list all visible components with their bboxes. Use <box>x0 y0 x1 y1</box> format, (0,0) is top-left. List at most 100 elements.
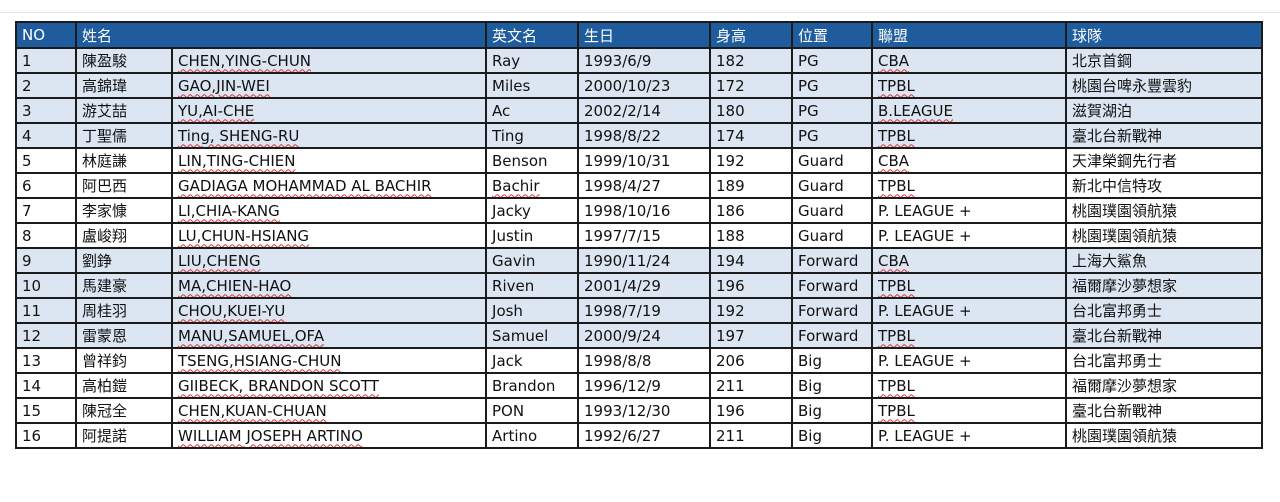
cell-full-name-text: WILLIAM JOSEPH ARTINO <box>178 426 363 445</box>
cell-chinese-name: 馬建豪 <box>75 272 173 299</box>
cell-no-text: 10 <box>22 276 42 295</box>
cell-position-text: Big <box>798 351 822 370</box>
cell-birthday-text: 2000/9/24 <box>584 326 661 345</box>
cell-position-text: Guard <box>798 201 844 220</box>
cell-birthday: 1996/12/9 <box>577 372 712 399</box>
cell-birthday: 2000/9/24 <box>577 322 712 349</box>
cell-league-text: P. LEAGUE + <box>878 351 972 370</box>
cell-full-name-text: GAO,JIN-WEI <box>178 76 270 95</box>
cell-height-text: 186 <box>716 201 745 220</box>
cell-team-text: 桃園璞園領航猿 <box>1072 427 1178 445</box>
cell-chinese-name-text: 雷蒙恩 <box>82 327 128 345</box>
cell-chinese-name-text: 周桂羽 <box>82 302 128 320</box>
cell-team: 福爾摩沙夢想家 <box>1065 272 1264 299</box>
cell-team: 桃園璞園領航猿 <box>1065 197 1264 224</box>
cell-no: 4 <box>15 122 77 149</box>
cell-height: 196 <box>709 397 794 424</box>
table-row: 1 陳盈駿 CHEN,YING-CHUN Ray 1993/6/9 182 PG CBA 北京首… <box>15 47 1264 74</box>
cell-team-text: 北京首鋼 <box>1072 52 1133 70</box>
cell-english-name-text: Josh <box>492 301 523 320</box>
cell-height-text: 196 <box>716 401 745 420</box>
cell-full-name-text: TSENG,HSIANG-CHUN <box>178 351 342 370</box>
cell-height: 197 <box>709 322 794 349</box>
cell-full-name: Ting, SHENG-RU <box>170 122 488 149</box>
cell-birthday-text: 1998/10/16 <box>584 201 671 220</box>
cell-no-text: 4 <box>22 126 32 145</box>
cell-height-text: 180 <box>716 101 745 120</box>
cell-full-name-text: LIU,CHENG <box>178 251 261 270</box>
cell-height: 186 <box>709 197 794 224</box>
table-row: 16 阿提諾 WILLIAM JOSEPH ARTINO Artino 1992/6/2… <box>15 422 1264 449</box>
cell-height: 194 <box>709 247 794 274</box>
cell-no-text: 5 <box>22 151 32 170</box>
cell-full-name-text: YU,AI-CHE <box>178 101 255 120</box>
cell-chinese-name-text: 李家慷 <box>82 202 128 220</box>
cell-team: 桃園台啤永豐雲豹 <box>1065 72 1264 99</box>
cell-full-name: WILLIAM JOSEPH ARTINO <box>170 422 488 449</box>
cell-league: P. LEAGUE + <box>871 297 1068 324</box>
cell-full-name-text: LI,CHIA-KANG <box>178 201 280 220</box>
cell-chinese-name: 陳冠全 <box>75 397 173 424</box>
cell-full-name: CHEN,KUAN-CHUAN <box>170 397 488 424</box>
table-row: 10 馬建豪 MA,CHIEN-HAO Riven 2001/4/29 196 Forwar… <box>15 272 1264 299</box>
cell-english-name: Ray <box>485 47 580 74</box>
cell-no-text: 14 <box>22 376 42 395</box>
cell-birthday-text: 1993/6/9 <box>584 51 652 70</box>
cell-chinese-name: 周桂羽 <box>75 297 173 324</box>
cell-position-text: Forward <box>798 301 859 320</box>
cell-english-name: Jack <box>485 347 580 374</box>
cell-english-name: Bachir <box>485 172 580 199</box>
cell-team-text: 福爾摩沙夢想家 <box>1072 277 1178 295</box>
cell-birthday: 1990/11/24 <box>577 247 712 274</box>
roster-table: NO 姓名 英文名 生日 身高 位置 聯盟 球隊 1 陳盈駿 CHEN,YING-C… <box>15 21 1264 449</box>
cell-birthday: 1993/6/9 <box>577 47 712 74</box>
cell-team: 北京首鋼 <box>1065 47 1264 74</box>
cell-full-name-text: CHEN,YING-CHUN <box>178 51 312 70</box>
cell-height: 192 <box>709 147 794 174</box>
cell-english-name-text: Ac <box>492 101 511 120</box>
table-row: 6 阿巴西 GADIAGA MOHAMMAD AL BACHIR Bachir 1998… <box>15 172 1264 199</box>
cell-full-name-text: CHOU,KUEI-YU <box>178 301 286 320</box>
table-row: 7 李家慷 LI,CHIA-KANG Jacky 1998/10/16 186 Guard P… <box>15 197 1264 224</box>
table-row: 4 丁聖儒 Ting, SHENG-RU Ting 1998/8/22 174 PG TPBL… <box>15 122 1264 149</box>
cell-chinese-name: 林庭謙 <box>75 147 173 174</box>
table-row: 8 盧峻翔 LU,CHUN-HSIANG Justin 1997/7/15 188 Guar… <box>15 222 1264 249</box>
table-row: 11 周桂羽 CHOU,KUEI-YU Josh 1998/7/19 192 Forward… <box>15 297 1264 324</box>
cell-no: 10 <box>15 272 77 299</box>
cell-position: Guard <box>791 147 874 174</box>
cell-english-name: Ting <box>485 122 580 149</box>
header-no: NO <box>15 21 77 49</box>
cell-english-name: Gavin <box>485 247 580 274</box>
cell-chinese-name-text: 陳盈駿 <box>82 52 128 70</box>
cell-full-name-text: MANU,SAMUEL,OFA <box>178 326 325 345</box>
cell-league-text: TPBL <box>878 76 915 95</box>
cell-english-name: Josh <box>485 297 580 324</box>
cell-english-name-text: Riven <box>492 276 535 295</box>
cell-team: 臺北台新戰神 <box>1065 122 1264 149</box>
cell-english-name-text: Benson <box>492 151 548 170</box>
cell-height-text: 206 <box>716 351 745 370</box>
cell-team-text: 新北中信特攻 <box>1072 177 1163 195</box>
cell-height: 188 <box>709 222 794 249</box>
cell-full-name: YU,AI-CHE <box>170 97 488 124</box>
cell-full-name: LU,CHUN-HSIANG <box>170 222 488 249</box>
cell-no-text: 7 <box>22 201 32 220</box>
header-height: 身高 <box>709 21 794 49</box>
cell-chinese-name: 游艾喆 <box>75 97 173 124</box>
cell-no: 7 <box>15 197 77 224</box>
cell-no: 9 <box>15 247 77 274</box>
cell-league: TPBL <box>871 397 1068 424</box>
divider <box>0 12 1280 13</box>
cell-birthday-text: 1993/12/30 <box>584 401 671 420</box>
cell-birthday-text: 1998/8/8 <box>584 351 652 370</box>
cell-english-name-text: Miles <box>492 76 531 95</box>
cell-position-text: PG <box>798 76 819 95</box>
cell-full-name-text: MA,CHIEN-HAO <box>178 276 292 295</box>
table-row: 9 劉錚 LIU,CHENG Gavin 1990/11/24 194 Forward CBA… <box>15 247 1264 274</box>
cell-league-text: CBA <box>878 51 910 70</box>
cell-english-name: Brandon <box>485 372 580 399</box>
cell-chinese-name: 盧峻翔 <box>75 222 173 249</box>
cell-position-text: Guard <box>798 151 844 170</box>
cell-league: CBA <box>871 247 1068 274</box>
cell-chinese-name-text: 林庭謙 <box>82 152 128 170</box>
